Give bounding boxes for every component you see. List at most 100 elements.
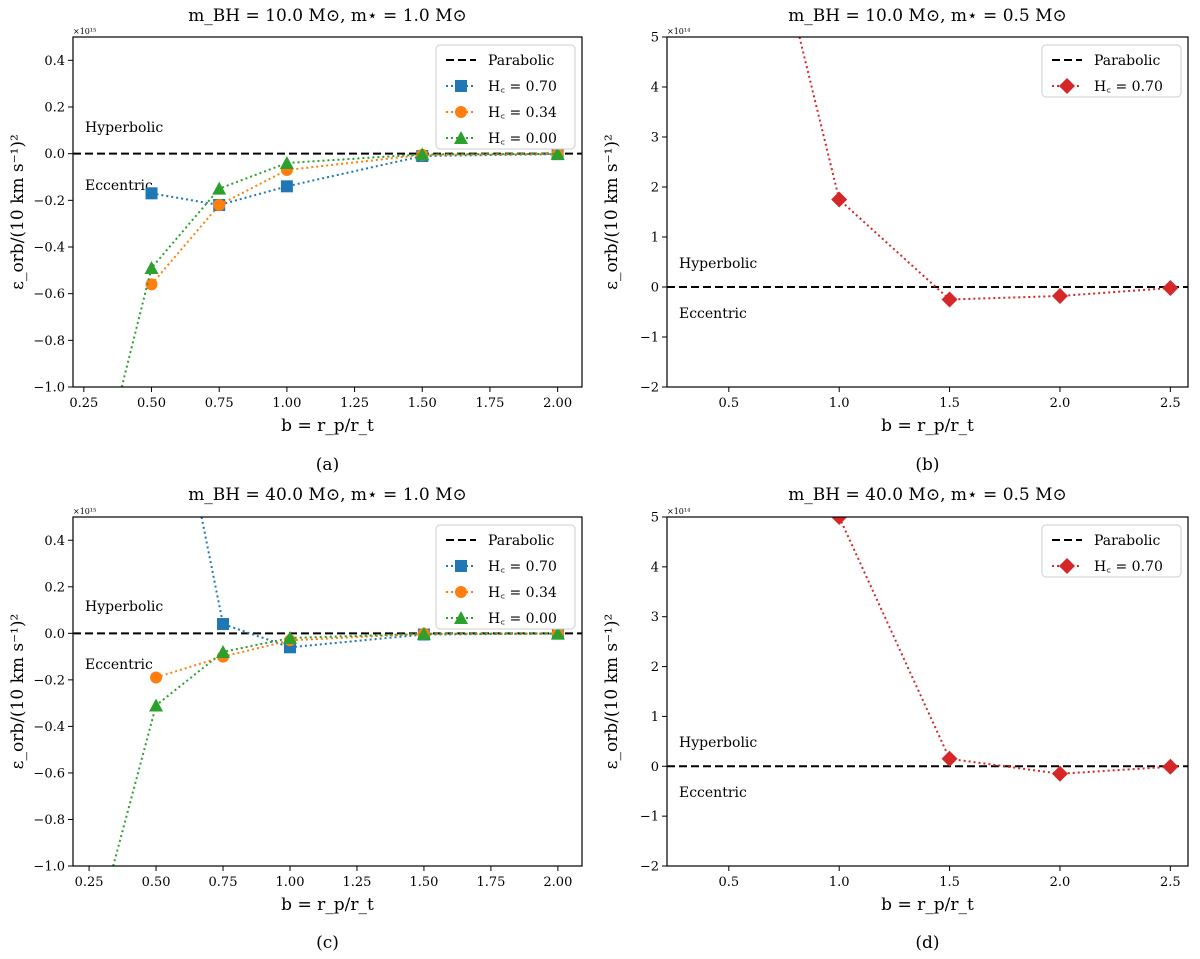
x-tick-label: 0.50	[142, 875, 171, 890]
y-tick-label: 0.2	[44, 101, 65, 116]
x-tick-label: 2.0	[1050, 396, 1071, 411]
y-tick-label: −0.2	[33, 194, 65, 209]
series-line	[120, 152, 558, 387]
data-point	[145, 187, 158, 200]
series-diamond	[831, 517, 1179, 782]
y-tick-label: 2	[651, 660, 659, 675]
data-point	[1162, 758, 1179, 775]
x-tick-label: 1.50	[408, 396, 437, 411]
y-tick-label: −0.6	[33, 766, 65, 781]
data-point	[216, 644, 231, 658]
x-tick-label: 0.5	[718, 875, 739, 890]
y-tick-label: 0.2	[44, 580, 65, 595]
y-tick-label: 0.4	[44, 54, 65, 69]
data-point	[279, 156, 294, 169]
data-point	[550, 626, 565, 640]
axis-multiplier: ×10¹⁴	[667, 27, 690, 36]
y-tick-label: −0.8	[33, 813, 65, 828]
legend-marker	[455, 586, 467, 598]
y-tick-label: 3	[651, 610, 659, 625]
x-tick-label: 1.25	[342, 875, 371, 890]
legend-marker	[1059, 558, 1075, 574]
data-point	[941, 750, 958, 767]
x-tick-label: 1.0	[829, 396, 850, 411]
y-tick-label: 0.0	[44, 627, 65, 642]
legend-marker	[1059, 78, 1075, 94]
x-tick-label: 1.5	[939, 396, 960, 411]
x-tick-label: 2.0	[1050, 875, 1071, 890]
x-tick-label: 0.25	[69, 396, 98, 411]
region-label-eccentric: Eccentric	[679, 306, 747, 322]
x-axis-label: b = r_p/r_t	[881, 416, 974, 436]
region-label-eccentric: Eccentric	[85, 657, 153, 673]
legend-series-label: H꜀ = 0.34	[488, 105, 557, 121]
legend-box	[1041, 524, 1182, 578]
y-tick-label: −1	[640, 810, 659, 825]
y-axis-label: ε_orb/(10 km s⁻¹)²	[602, 614, 622, 770]
data-point	[415, 147, 430, 161]
y-tick-label: 4	[651, 560, 659, 575]
legend-series-label: H꜀ = 0.34	[488, 585, 557, 601]
legend-series-label: H꜀ = 0.70	[1094, 79, 1163, 95]
legend-series-label: H꜀ = 0.70	[488, 79, 557, 95]
y-tick-label: 0.0	[44, 147, 65, 162]
region-label-eccentric: Eccentric	[679, 785, 747, 801]
x-tick-label: 1.25	[340, 396, 369, 411]
y-tick-label: 1	[651, 231, 659, 246]
legend-box	[435, 524, 576, 630]
legend-parabolic-label: Parabolic	[488, 533, 555, 549]
legend-box	[435, 44, 576, 150]
x-tick-label: 0.75	[205, 396, 234, 411]
legend-series-label: H꜀ = 0.70	[488, 559, 557, 575]
x-tick-label: 0.25	[75, 875, 104, 890]
y-tick-label: −1.0	[33, 860, 65, 875]
y-axis-label: ε_orb/(10 km s⁻¹)²	[8, 614, 28, 770]
legend-series-label: H꜀ = 0.00	[488, 131, 557, 147]
data-point	[145, 278, 158, 291]
legend-parabolic-label: Parabolic	[1094, 53, 1161, 69]
region-label-hyperbolic: Hyperbolic	[85, 120, 163, 136]
chart-title: m_BH = 10.0 M⊙, m⋆ = 0.5 M⊙	[788, 6, 1067, 26]
x-tick-label: 1.00	[276, 875, 305, 890]
axes-frame	[666, 36, 1189, 388]
y-tick-label: 5	[651, 511, 659, 526]
axes-frame	[666, 516, 1189, 867]
y-tick-label: −1.0	[33, 381, 65, 396]
x-axis-label: b = r_p/r_t	[881, 895, 974, 915]
chart-panel-b: m_BH = 10.0 M⊙, m⋆ = 0.5 M⊙ 0.5 1.0 1.5 2.0 2…	[602, 6, 1189, 475]
data-point	[416, 626, 431, 640]
y-tick-label: 4	[651, 81, 659, 96]
y-tick-label: −0.4	[33, 241, 65, 256]
y-tick-label: −1	[640, 331, 659, 346]
data-point	[831, 191, 848, 208]
x-tick-label: 1.75	[475, 396, 504, 411]
x-tick-label: 1.50	[409, 875, 438, 890]
panel-caption: (d)	[915, 933, 939, 953]
chart-title: m_BH = 10.0 M⊙, m⋆ = 1.0 M⊙	[188, 6, 467, 26]
data-point	[213, 199, 226, 211]
legend-series-label: H꜀ = 0.00	[488, 611, 557, 627]
data-point	[550, 146, 565, 160]
y-tick-label: 0	[651, 281, 659, 296]
series-line	[151, 153, 558, 207]
y-axis-label: ε_orb/(10 km s⁻¹)²	[602, 134, 622, 290]
chart-panel-d: m_BH = 40.0 M⊙, m⋆ = 0.5 M⊙ 0.5 1.0 1.5 2.0 2…	[602, 485, 1189, 953]
y-tick-label: 2	[651, 181, 659, 196]
region-label-eccentric: Eccentric	[85, 178, 153, 194]
x-tick-label: 2.00	[543, 875, 572, 890]
series-line	[150, 152, 558, 285]
y-tick-label: −0.8	[33, 334, 65, 349]
legend-parabolic-label: Parabolic	[1094, 533, 1161, 549]
x-tick-label: 1.0	[829, 875, 850, 890]
y-tick-label: 3	[651, 131, 659, 146]
x-tick-label: 0.75	[209, 875, 238, 890]
x-axis-label: b = r_p/r_t	[281, 416, 374, 436]
series-circle	[150, 627, 564, 684]
y-tick-label: −0.6	[33, 287, 65, 302]
axis-multiplier: ×10¹⁵	[73, 507, 96, 516]
data-point	[831, 517, 848, 525]
data-point	[282, 630, 297, 644]
x-tick-label: 1.75	[476, 875, 505, 890]
series-line	[155, 632, 558, 679]
axis-multiplier: ×10¹⁵	[73, 27, 96, 36]
